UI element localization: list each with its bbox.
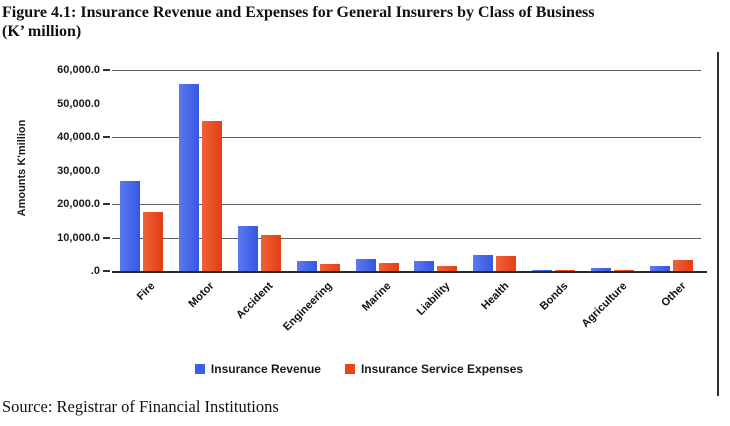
legend-item-insurance-service-expenses: Insurance Service Expenses: [344, 362, 524, 376]
y-axis-title: Amounts K'million: [16, 119, 28, 217]
bar-accident-insurance-revenue: [237, 226, 258, 271]
ytick-label-50000: 50,000.0: [57, 97, 100, 110]
bar-agriculture-insurance-service-expenses: [614, 269, 635, 271]
source-line: Source: Registrar of Financial Instituti…: [2, 397, 279, 416]
gridline-20000: [112, 204, 701, 205]
ytick-label-0: .0: [90, 265, 100, 277]
gridline-10000: [112, 237, 701, 239]
bar-engineering-insurance-revenue: [296, 260, 317, 271]
figure-right-border: [717, 52, 719, 396]
bar-engineering-insurance-service-expenses: [319, 263, 340, 271]
gridline-40000: [112, 137, 701, 138]
bar-other-insurance-revenue: [650, 265, 671, 271]
figure-title: Figure 4.1: Insurance Revenue and Expens…: [2, 3, 728, 41]
bar-chart: Amounts K'million 60,000.0 50,000.0 40,000…: [0, 48, 730, 398]
bar-other-insurance-service-expenses: [673, 259, 694, 271]
ytick-label-30000: 30,000.0: [57, 164, 100, 177]
ytick-label-40000: 40,000.0: [57, 131, 100, 143]
bar-motor-insurance-revenue: [178, 83, 199, 271]
legend-swatch-revenue-icon: [194, 364, 205, 374]
ytick-label-20000: 20,000.0: [57, 198, 100, 210]
ytick-mark-20000: [103, 203, 110, 205]
bar-accident-insurance-service-expenses: [260, 234, 281, 271]
figure-title-line2: (K’ million): [2, 23, 82, 40]
ytick-mark-0: [103, 270, 110, 272]
legend: Insurance Revenue Insurance Service Expe…: [0, 362, 718, 376]
bar-bonds-insurance-revenue: [532, 270, 553, 271]
gridline-60000: [112, 70, 701, 71]
figure-title-line1: Figure 4.1: Insurance Revenue and Expens…: [2, 4, 595, 21]
bar-marine-insurance-service-expenses: [378, 262, 399, 271]
ytick-label-60000: 60,000.0: [57, 64, 100, 76]
legend-label-expenses: Insurance Service Expenses: [360, 362, 524, 376]
ytick-label-10000: 10,000.0: [57, 231, 100, 244]
bar-health-insurance-revenue: [473, 254, 494, 271]
bar-agriculture-insurance-revenue: [591, 268, 612, 271]
bar-marine-insurance-revenue: [355, 259, 376, 271]
legend-label-revenue: Insurance Revenue: [210, 362, 321, 376]
legend-swatch-expenses-icon: [344, 364, 355, 374]
bar-bonds-insurance-service-expenses: [555, 269, 576, 271]
bar-liability-insurance-service-expenses: [437, 266, 458, 271]
bar-motor-insurance-service-expenses: [201, 120, 222, 271]
legend-item-insurance-revenue: Insurance Revenue: [194, 362, 321, 376]
ytick-mark-10000: [103, 236, 110, 239]
ytick-mark-40000: [103, 136, 110, 138]
ytick-mark-60000: [103, 69, 110, 71]
bar-fire-insurance-revenue: [119, 181, 140, 271]
x-axis-line: [112, 271, 707, 273]
bar-liability-insurance-revenue: [414, 260, 435, 271]
bar-health-insurance-service-expenses: [496, 256, 517, 271]
bar-fire-insurance-service-expenses: [142, 211, 163, 271]
